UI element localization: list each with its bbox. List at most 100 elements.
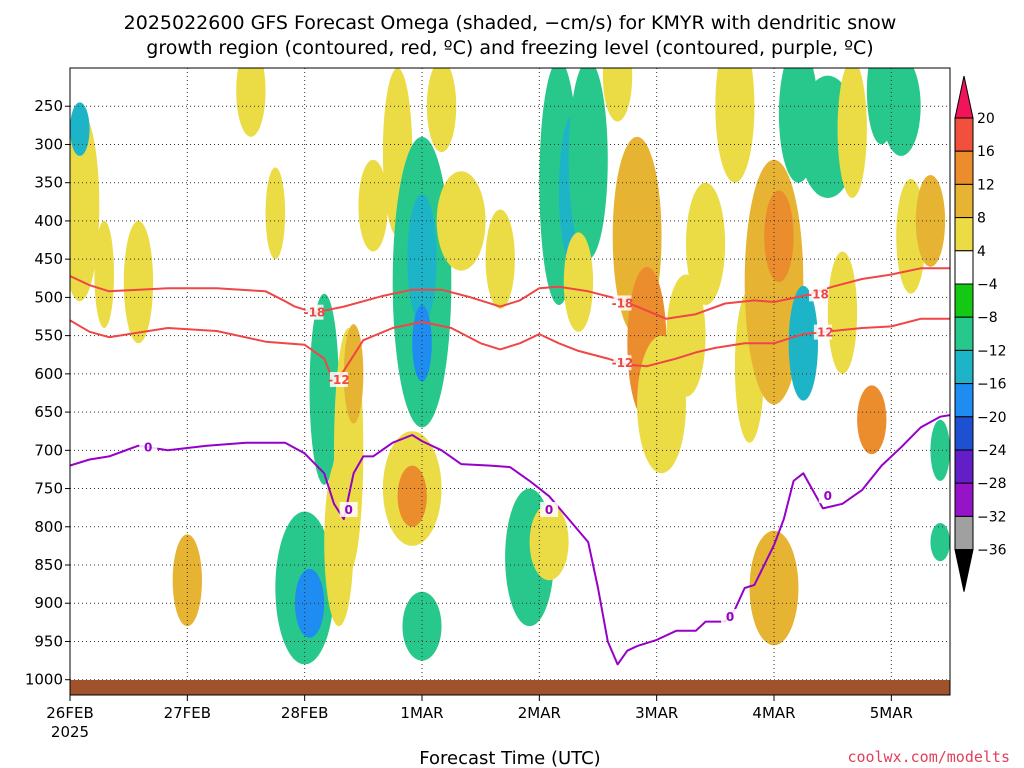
omega-cell-45 [837, 68, 867, 198]
colorbar-tick-12: −32 [977, 509, 1007, 525]
contour-label-bg-0-1 [613, 295, 632, 311]
x-tick-label-6: 4MAR [752, 704, 795, 722]
y-tick-label-550: 550 [34, 327, 63, 345]
colorbar-tick-1: 16 [977, 144, 995, 160]
colorbar-segment-12 [954, 515, 974, 551]
colorbar-segment-0 [954, 117, 974, 152]
x-tick-label-4: 2MAR [518, 704, 561, 722]
contour-label-2-3: 0 [726, 610, 734, 624]
colorbar-tick-13: −36 [977, 543, 1007, 559]
contour-label-bg-0-2 [809, 286, 827, 302]
colorbar-tick-5: −4 [977, 277, 998, 293]
y-tick-label-950: 950 [34, 632, 63, 650]
y-tick-label-750: 750 [34, 480, 63, 498]
colorbar-tick-7: −12 [977, 343, 1007, 359]
y-tick-label-900: 900 [34, 594, 63, 612]
contour-label-bg-1-0 [329, 371, 348, 387]
colorbar-tick-9: −20 [977, 410, 1007, 426]
colorbar-tick-0: 20 [977, 111, 995, 127]
credit-link[interactable]: coolwx.com/modelts [847, 748, 1010, 766]
contour-layer: -18 -18 -18 -12 -12 -12 0 0 0 0 0 [70, 267, 950, 666]
omega-cell-2 [94, 220, 114, 328]
colorbar-segment-9 [954, 416, 974, 451]
omega-cell-20 [397, 465, 427, 527]
omega-cell-8 [294, 568, 325, 638]
chart-title-line-2: growth region (contoured, red, ºC) and f… [146, 37, 873, 59]
omega-cell-44 [827, 251, 858, 374]
colorbar-tick-3: 8 [977, 211, 986, 227]
omega-cell-3 [123, 220, 154, 344]
omega-cell-40 [749, 530, 799, 646]
contour-label-bg-2-0 [139, 439, 158, 455]
omega-cell-42 [788, 285, 818, 401]
contour-label-1-1: -12 [612, 356, 634, 370]
ground-surface [70, 680, 950, 695]
contour-label-1-2: -12 [812, 326, 834, 340]
omega-cell-17 [412, 305, 432, 382]
omega-cell-52 [930, 522, 950, 562]
contour-label-0-0: -18 [304, 306, 326, 320]
colorbar-segment-8 [954, 383, 974, 418]
chart-title-line-1: 2025022600 GFS Forecast Omega (shaded, −… [124, 12, 897, 34]
contour-label-bg-2-3 [721, 609, 739, 625]
omega-cell-6 [265, 167, 286, 260]
y-tick-label-600: 600 [34, 365, 63, 383]
x-tick-sublabel-0: 2025 [51, 723, 89, 741]
omega-cell-46 [857, 385, 887, 455]
x-tick-label-1: 27FEB [164, 704, 211, 722]
contour-label-2-2: 0 [545, 503, 553, 517]
contour-line-0-2 [70, 414, 950, 666]
omega-cell-29 [563, 232, 594, 332]
omega-cell-36 [715, 68, 755, 183]
omega-cell-21 [426, 68, 457, 153]
contour-line-minus12-1 [70, 317, 950, 384]
contour-label-0-1: -18 [612, 297, 634, 311]
colorbar-tick-8: −16 [977, 377, 1007, 393]
y-tick-label-400: 400 [34, 212, 63, 230]
omega-cell-1 [70, 102, 90, 156]
colorbar-tick-2: 12 [977, 177, 995, 193]
contour-label-2-4: 0 [824, 489, 832, 503]
contour-label-bg-2-4 [818, 488, 837, 504]
contour-label-bg-0-0 [305, 304, 324, 320]
colorbar-tick-4: 4 [977, 244, 986, 260]
x-tick-label-3: 1MAR [400, 704, 443, 722]
y-tick-label-300: 300 [34, 135, 63, 153]
colorbar-tick-11: −28 [977, 476, 1007, 492]
colorbar-tick-10: −24 [977, 443, 1007, 459]
x-tick-label-0: 26FEB [46, 704, 93, 722]
colorbar-segment-11 [954, 482, 974, 517]
omega-cell-39 [764, 190, 794, 283]
omega-cell-48 [881, 68, 921, 156]
contour-label-bg-1-2 [813, 324, 832, 340]
contour-label-2-1: 0 [344, 503, 352, 517]
contour-label-0-2: -18 [807, 287, 829, 301]
y-tick-label-250: 250 [34, 97, 63, 115]
omega-cell-9 [309, 293, 339, 485]
colorbar-segment-7 [954, 349, 974, 385]
contour-label-bg-2-1 [339, 501, 358, 517]
contour-label-2-0: 0 [144, 440, 152, 454]
x-tick-label-2: 28FEB [281, 704, 328, 722]
colorbar: 20 16 12 8 4 −4 −8 −12 −16 −20 −24 −28 −32 −36 [954, 75, 1007, 592]
colorbar-tick-6: −8 [977, 310, 998, 326]
y-tick-label-350: 350 [34, 174, 63, 192]
x-tick-label-5: 3MAR [635, 704, 678, 722]
plot-frame [69, 67, 951, 696]
omega-cell-28 [568, 68, 608, 260]
contour-label-bg-1-1 [613, 355, 632, 371]
omega-cell-5 [236, 68, 266, 137]
colorbar-segment-2 [954, 183, 974, 219]
omega-cell-0 [70, 110, 100, 302]
plot-area: -18 -18 -18 -12 -12 -12 0 0 0 0 0 [69, 67, 951, 696]
y-tick-label-1000: 1000 [25, 671, 63, 689]
omega-cell-22 [436, 171, 486, 271]
omega-cell-35 [686, 182, 726, 306]
omega-cell-23 [485, 209, 515, 309]
colorbar-segment-3 [954, 217, 974, 252]
colorbar-segment-5 [954, 283, 974, 318]
y-tick-label-700: 700 [34, 441, 63, 459]
y-tick-label-650: 650 [34, 403, 63, 421]
